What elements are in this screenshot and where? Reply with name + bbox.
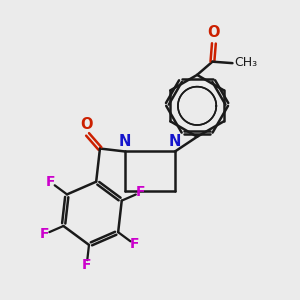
Text: N: N <box>169 134 181 148</box>
Text: O: O <box>80 117 92 132</box>
Text: F: F <box>40 227 49 241</box>
Text: F: F <box>130 238 140 251</box>
Text: F: F <box>82 258 92 272</box>
Text: F: F <box>46 175 55 189</box>
Text: O: O <box>208 26 220 40</box>
Text: N: N <box>119 134 131 148</box>
Text: F: F <box>136 185 146 200</box>
Text: CH₃: CH₃ <box>234 56 257 69</box>
